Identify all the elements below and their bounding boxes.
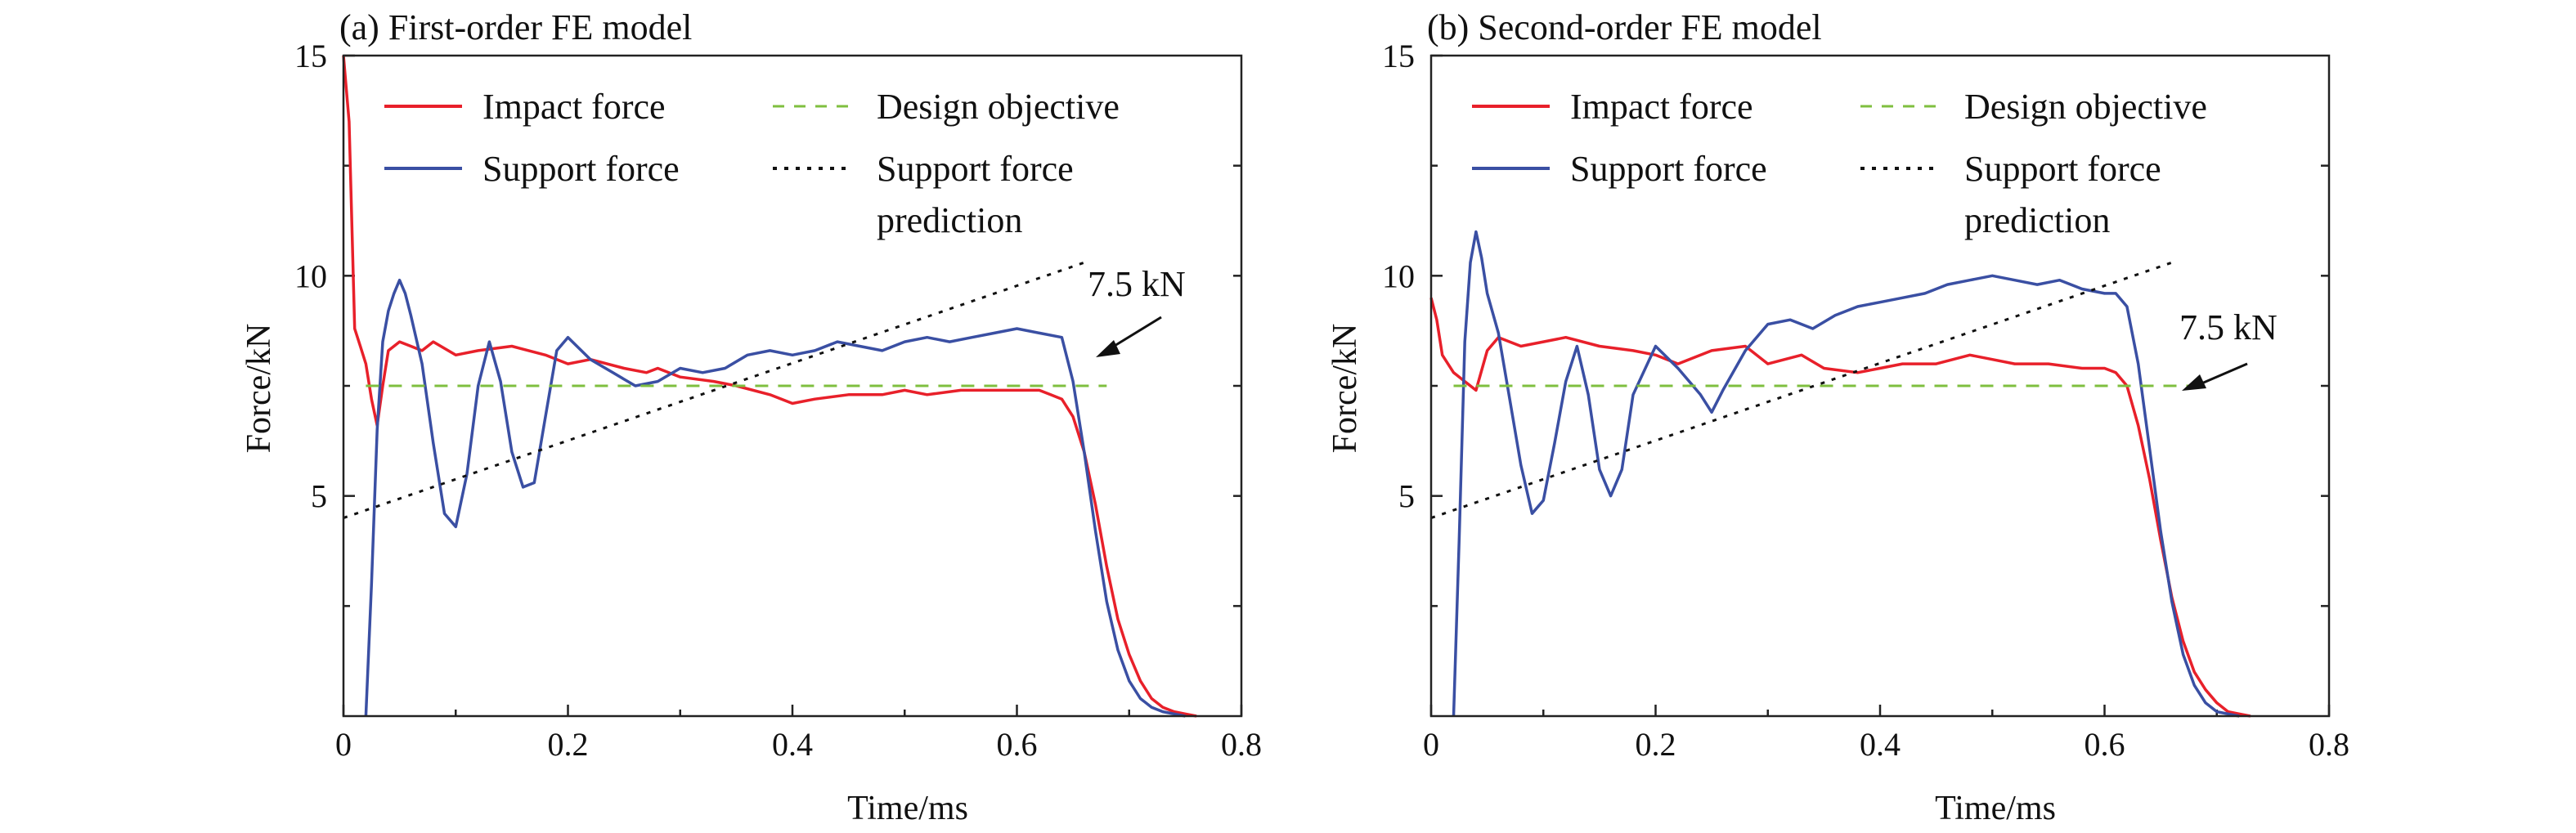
legend-a-support-label: Support force <box>482 149 680 189</box>
panel-b-series-impact-force <box>1429 297 2251 718</box>
panel-b-legend: Impact force Support force Design object… <box>1472 87 2207 240</box>
panel-a-series-impact-force <box>342 55 1197 718</box>
xtick-label: 0.8 <box>2309 726 2349 763</box>
panel-b-ylabel: Force/kN <box>1326 324 1364 454</box>
panel-b-series-support-force-prediction <box>1430 261 2173 520</box>
panel-a: (a) First-order FE model Force/kN Time/m… <box>240 7 1262 827</box>
xtick-label: 0.6 <box>2085 726 2125 763</box>
panel-a-title: (a) First-order FE model <box>339 7 692 47</box>
legend-a-prediction-label-1: Support force <box>877 149 1074 189</box>
xtick-label: 0.6 <box>997 726 1038 763</box>
legend-a-impact-label: Impact force <box>482 87 666 127</box>
panel-a-plot-frame <box>342 54 1243 718</box>
ytick-label: 10 <box>294 258 327 294</box>
panel-b-series <box>1429 230 2251 718</box>
legend-b-objective-label: Design objective <box>1964 87 2207 127</box>
xtick-label: 0.4 <box>1860 726 1901 763</box>
legend-b-impact-label: Impact force <box>1570 87 1753 127</box>
xtick-label: 0 <box>335 726 352 763</box>
panel-b-plot-frame <box>1429 54 2331 718</box>
panel-a-xtick-labels: 0 0.2 0.4 0.6 0.8 <box>335 726 1262 763</box>
panel-a-annotation: 7.5 kN <box>1088 264 1186 357</box>
panel-b-annotation-arrow <box>2199 362 2248 386</box>
ytick-label: 10 <box>1382 258 1415 294</box>
panel-b-title: (b) Second-order FE model <box>1427 7 1822 47</box>
ytick-label: 15 <box>1382 38 1415 74</box>
panel-a-annotation-arrowhead <box>1096 340 1120 357</box>
panel-b: (b) Second-order FE model Force/kN Time/… <box>1326 7 2349 827</box>
ytick-label: 5 <box>1398 478 1415 515</box>
ytick-label: 15 <box>294 38 327 74</box>
legend-b-prediction-label-2: prediction <box>1964 200 2110 240</box>
panel-b-annotation-arrowhead <box>2182 374 2206 391</box>
panel-b-xtick-labels: 0 0.2 0.4 0.6 0.8 <box>1423 726 2349 763</box>
xtick-label: 0.2 <box>548 726 589 763</box>
legend-a-objective-label: Design objective <box>877 87 1120 127</box>
xtick-label: 0 <box>1423 726 1439 763</box>
panel-b-ytick-labels: 5 10 15 <box>1382 38 1415 515</box>
panel-a-annotation-text: 7.5 kN <box>1088 264 1186 304</box>
ytick-label: 5 <box>311 478 327 515</box>
panel-b-annotation-text: 7.5 kN <box>2179 307 2278 347</box>
panel-a-series-support-force-prediction <box>343 261 1085 520</box>
panel-a-xlabel: Time/ms <box>847 790 968 827</box>
panel-a-series <box>342 55 1197 718</box>
panel-a-annotation-arrow <box>1110 316 1162 350</box>
panel-a-legend: Impact force Support force Design object… <box>384 87 1120 240</box>
legend-b-prediction-label-1: Support force <box>1964 149 2161 189</box>
xtick-label: 0.8 <box>1221 726 1262 763</box>
xtick-label: 0.2 <box>1636 726 1676 763</box>
xtick-label: 0.4 <box>772 726 813 763</box>
panel-b-xlabel: Time/ms <box>1935 790 2056 827</box>
panel-a-ylabel: Force/kN <box>240 324 278 454</box>
panel-b-series-support-force <box>1452 230 2240 718</box>
panel-b-annotation: 7.5 kN <box>2179 307 2278 391</box>
legend-b-support-label: Support force <box>1570 149 1767 189</box>
legend-a-prediction-label-2: prediction <box>877 200 1022 240</box>
panel-a-ytick-labels: 5 10 15 <box>294 38 327 515</box>
panel-a-series-support-force <box>364 278 1186 718</box>
